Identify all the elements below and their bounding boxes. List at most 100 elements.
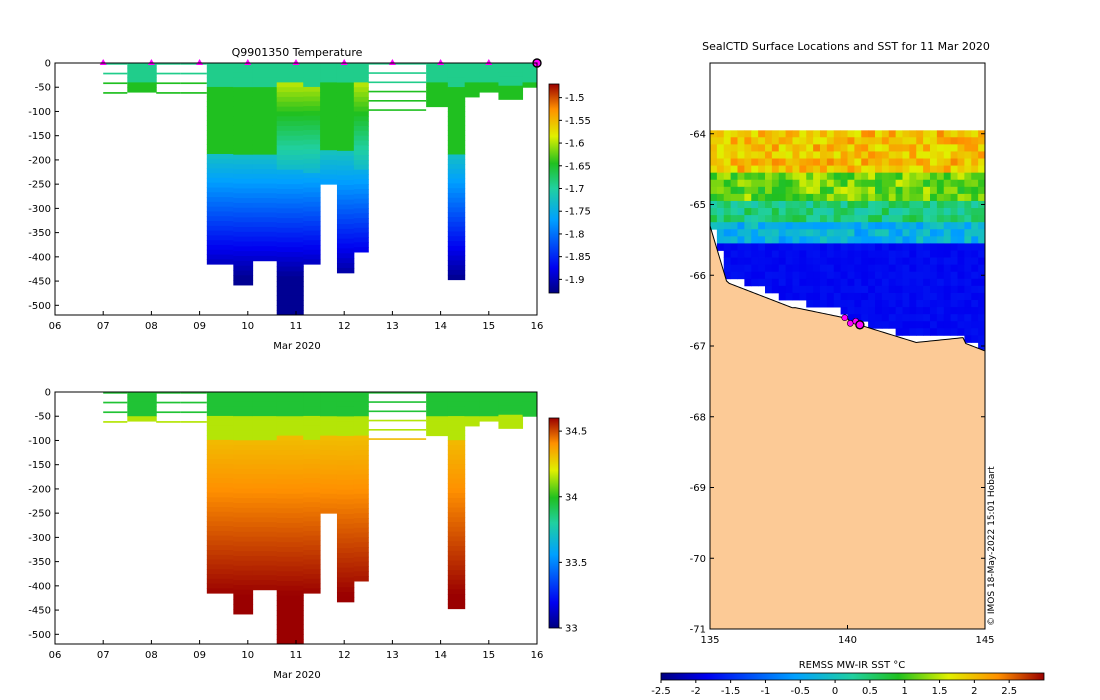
colorbar-tick-label: -1.55 bbox=[565, 116, 591, 127]
sst-cell bbox=[971, 215, 979, 223]
sst-cell bbox=[936, 314, 945, 322]
profile-cell bbox=[303, 67, 321, 74]
sst-cell bbox=[771, 215, 780, 223]
profile-cell bbox=[276, 242, 304, 248]
temperature-x-ticks: 06 07 08 09 10 11 12 13 14 15 16 bbox=[49, 311, 543, 332]
map-colorbar-tick-label: -1.5 bbox=[721, 686, 741, 697]
sst-cell bbox=[833, 278, 842, 287]
profile-cell bbox=[276, 547, 304, 553]
map-x-tick-label: 145 bbox=[975, 635, 994, 646]
sst-cell bbox=[758, 271, 766, 280]
profile-cell bbox=[336, 528, 355, 535]
profile-cell bbox=[276, 590, 304, 597]
profile-cell bbox=[276, 126, 304, 132]
sst-cell bbox=[895, 300, 903, 308]
sst-cell bbox=[909, 172, 917, 181]
profile-cell bbox=[447, 512, 466, 518]
sst-cell bbox=[813, 278, 821, 287]
sst-cell bbox=[730, 144, 738, 152]
x-tick-label: 13 bbox=[386, 321, 399, 332]
sst-cell bbox=[758, 130, 766, 138]
profile-cell bbox=[353, 484, 369, 490]
sst-cell bbox=[854, 236, 862, 244]
profile-cell bbox=[233, 551, 254, 557]
sst-cell bbox=[916, 172, 924, 181]
profile-cell bbox=[252, 63, 278, 69]
sst-cell bbox=[847, 208, 855, 216]
sst-cell bbox=[930, 300, 938, 308]
sst-cell bbox=[716, 222, 725, 230]
sst-cell bbox=[875, 200, 883, 209]
sst-cell bbox=[826, 229, 835, 237]
temperature-title: Q9901350 Temperature bbox=[232, 46, 363, 59]
sst-cell bbox=[902, 222, 910, 230]
profile-cell bbox=[156, 82, 181, 85]
sst-cell bbox=[785, 193, 793, 202]
profile-cell bbox=[276, 198, 304, 205]
profile-cell bbox=[447, 488, 466, 494]
profile-cell bbox=[206, 492, 234, 498]
sst-cell bbox=[950, 243, 958, 251]
sst-cell bbox=[861, 208, 869, 216]
profile-cell bbox=[353, 242, 369, 248]
profile-cell bbox=[252, 120, 278, 127]
sst-cell bbox=[881, 200, 890, 209]
profile-cell bbox=[276, 595, 304, 601]
sst-cell bbox=[888, 208, 897, 216]
sst-cell bbox=[902, 229, 910, 237]
profile-cell bbox=[233, 207, 254, 214]
sst-cell bbox=[861, 186, 869, 195]
sst-cell bbox=[930, 321, 938, 329]
y-tick-label: -50 bbox=[35, 412, 51, 423]
profile-cell bbox=[447, 464, 466, 470]
sst-cell bbox=[902, 271, 910, 280]
sst-cell bbox=[751, 200, 759, 209]
sst-cell bbox=[964, 300, 972, 308]
sst-cell bbox=[868, 172, 876, 181]
sst-cell bbox=[813, 200, 821, 209]
sst-cell bbox=[840, 144, 848, 152]
profile-cell bbox=[426, 63, 449, 69]
y-tick-label: -450 bbox=[28, 277, 51, 288]
sst-cell bbox=[847, 200, 855, 209]
profile-cell bbox=[303, 235, 321, 241]
sst-cell bbox=[744, 243, 752, 251]
profile-cell bbox=[276, 416, 304, 422]
profile-cell bbox=[447, 497, 466, 504]
profile-cell bbox=[233, 527, 254, 533]
profile-cell bbox=[276, 271, 304, 277]
profile-cell bbox=[447, 245, 466, 252]
profile-cell bbox=[103, 72, 128, 75]
profile-cell bbox=[522, 406, 538, 412]
profile-cell bbox=[252, 130, 278, 136]
sst-cell bbox=[792, 200, 800, 209]
sst-cell bbox=[881, 321, 890, 329]
sst-cell bbox=[730, 243, 738, 251]
profile-cell bbox=[233, 91, 254, 98]
profile-cell bbox=[127, 396, 157, 403]
profile-cell bbox=[336, 263, 355, 269]
profile-cell bbox=[447, 173, 466, 180]
sst-cell bbox=[813, 130, 821, 138]
sst-cell bbox=[840, 165, 848, 174]
sst-cell bbox=[868, 186, 876, 195]
profile-cell bbox=[156, 411, 181, 414]
sst-cell bbox=[875, 314, 883, 322]
profile-cell bbox=[336, 145, 355, 152]
profile-cell bbox=[276, 208, 304, 214]
profile-cell bbox=[233, 420, 254, 427]
profile-cell bbox=[336, 209, 355, 215]
profile-cell bbox=[252, 541, 278, 547]
sst-cell bbox=[806, 278, 814, 287]
sst-cell bbox=[765, 264, 773, 273]
profile-cell bbox=[336, 121, 355, 127]
sst-cell bbox=[806, 179, 814, 188]
sst-cell bbox=[813, 158, 821, 166]
sst-cell bbox=[820, 186, 828, 195]
profile-cell bbox=[206, 554, 234, 561]
profile-cell bbox=[336, 460, 355, 466]
profile-cell bbox=[447, 406, 466, 412]
sst-cell bbox=[854, 292, 862, 301]
profile-cell bbox=[276, 634, 304, 640]
sst-cell bbox=[771, 236, 780, 244]
